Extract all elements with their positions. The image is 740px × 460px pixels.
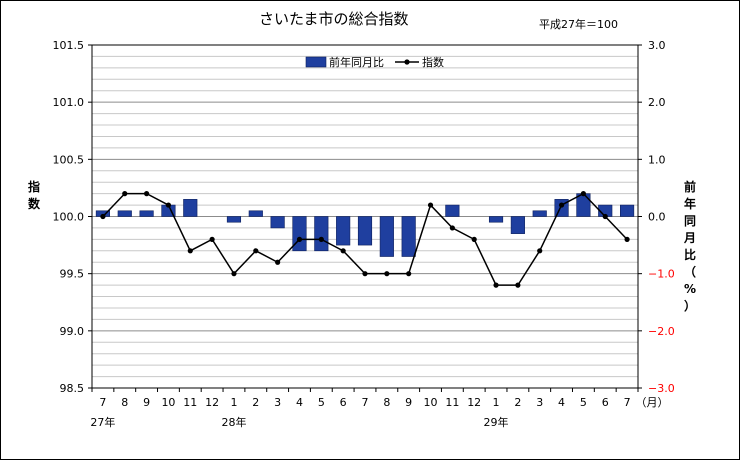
legend-line-label: 指数: [422, 55, 444, 69]
right-tick-label: −3.0: [648, 382, 675, 395]
index-point: [515, 282, 521, 288]
x-tick-label: 10: [161, 396, 175, 409]
yoy-bar: [445, 204, 460, 217]
yoy-bar: [248, 210, 263, 217]
left-tick-label: 98.5: [60, 382, 85, 395]
x-tick-label: 12: [205, 396, 219, 409]
x-tick-label: 6: [340, 396, 347, 409]
month-unit-label: （月）: [636, 396, 669, 409]
right-axis-label: 前年同月比（%）: [683, 180, 697, 313]
right-tick-label: −2.0: [648, 325, 675, 338]
yoy-bar: [510, 216, 525, 234]
left-tick-label: 101.0: [53, 96, 85, 109]
x-tick-label: 9: [143, 396, 150, 409]
x-tick-label: 4: [558, 396, 565, 409]
yoy-bar: [379, 216, 394, 257]
yoy-bar: [401, 216, 416, 257]
x-tick-label: 9: [405, 396, 412, 409]
left-tick-label: 100.0: [53, 211, 85, 224]
x-tick-label: 7: [624, 396, 631, 409]
x-tick-label: 5: [318, 396, 325, 409]
yoy-bar: [532, 210, 547, 217]
index-point: [275, 259, 281, 265]
right-tick-label: 2.0: [648, 96, 666, 109]
right-tick-label: 0.0: [648, 211, 666, 224]
left-tick-label: 100.5: [53, 153, 85, 166]
yoy-bar: [226, 216, 242, 223]
yoy-bar: [270, 216, 285, 229]
x-tick-label: 11: [183, 396, 197, 409]
index-point: [187, 248, 193, 254]
yoy-bar: [357, 216, 373, 246]
x-tick-label: 11: [445, 396, 459, 409]
legend-bar-swatch: [305, 56, 327, 68]
index-point: [427, 202, 434, 208]
year-label: 27年: [90, 415, 115, 429]
legend: 前年同月比 指数: [305, 55, 444, 69]
year-label: 28年: [221, 415, 246, 429]
x-tick-label: 2: [514, 396, 521, 409]
index-point: [362, 271, 368, 277]
index-point: [493, 282, 499, 288]
yoy-bar: [336, 216, 351, 246]
left-tick-label: 99.5: [60, 268, 85, 281]
x-tick-label: 12: [467, 396, 481, 409]
yoy-bar: [576, 193, 591, 217]
index-point: [253, 248, 259, 254]
legend-bar-label: 前年同月比: [329, 55, 384, 69]
index-point: [449, 225, 455, 231]
x-tick-label: 10: [424, 396, 438, 409]
x-tick-label: 1: [230, 396, 237, 409]
index-point: [537, 248, 543, 254]
yoy-bar: [620, 204, 635, 217]
index-point: [231, 271, 237, 277]
index-point: [384, 271, 390, 277]
index-point: [624, 236, 630, 242]
year-label: 29年: [484, 415, 509, 429]
x-tick-label: 5: [580, 396, 587, 409]
left-tick-label: 101.5: [53, 39, 85, 52]
left-axis-label: 指数: [27, 180, 40, 211]
index-point: [144, 191, 150, 197]
index-point: [602, 213, 608, 220]
x-tick-label: 4: [296, 396, 303, 409]
right-tick-label: 1.0: [648, 153, 666, 166]
index-point: [406, 271, 412, 277]
yoy-bar: [183, 199, 198, 217]
index-point: [340, 248, 346, 254]
index-point: [471, 236, 477, 242]
yoy-bar: [117, 210, 132, 217]
chart-title: さいたま市の総合指数: [259, 10, 409, 28]
right-tick-label: 3.0: [648, 39, 666, 52]
left-tick-label: 99.0: [60, 325, 85, 338]
yoy-bar: [314, 216, 329, 252]
index-point: [165, 202, 172, 208]
x-tick-label: 8: [383, 396, 390, 409]
base-year-note: 平成27年＝100: [539, 18, 618, 31]
index-point: [209, 236, 215, 242]
x-tick-label: 3: [274, 396, 281, 409]
x-tick-label: 6: [602, 396, 609, 409]
x-tick-label: 2: [252, 396, 259, 409]
x-tick-label: 3: [536, 396, 543, 409]
yoy-bar: [139, 210, 154, 217]
index-point: [558, 202, 565, 208]
index-point: [318, 236, 324, 242]
index-point: [100, 213, 106, 220]
legend-line-marker: [404, 59, 410, 65]
index-point: [122, 191, 128, 197]
index-point: [580, 191, 587, 197]
x-tick-label: 1: [493, 396, 500, 409]
x-tick-label: 8: [121, 396, 128, 409]
index-point: [296, 236, 303, 242]
yoy-bar: [488, 216, 504, 223]
x-tick-label: 7: [362, 396, 369, 409]
right-tick-label: −1.0: [648, 268, 675, 281]
x-tick-label: 7: [99, 396, 106, 409]
yoy-bar: [292, 216, 307, 252]
